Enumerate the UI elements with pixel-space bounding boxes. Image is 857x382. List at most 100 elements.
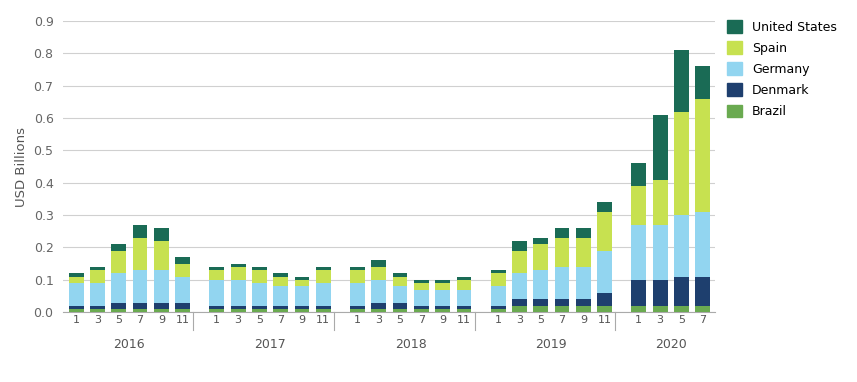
Text: 2019: 2019 [536, 338, 567, 351]
Bar [350, 306, 365, 309]
Bar [597, 251, 612, 293]
Bar [533, 244, 548, 270]
Bar [69, 283, 83, 306]
Bar [154, 241, 169, 270]
Bar [209, 280, 225, 306]
Bar [632, 186, 646, 225]
Bar [695, 212, 710, 277]
Bar [457, 306, 471, 309]
Bar [154, 270, 169, 303]
Bar [597, 306, 612, 312]
Bar [632, 163, 646, 186]
Bar [69, 277, 83, 283]
Bar [175, 277, 190, 303]
Bar [231, 267, 245, 280]
Bar [554, 228, 570, 238]
Bar [597, 202, 612, 212]
Bar [653, 115, 668, 180]
Bar [576, 306, 590, 312]
Bar [273, 306, 288, 309]
Bar [90, 309, 105, 312]
Bar [414, 280, 428, 283]
Bar [111, 309, 126, 312]
Bar [90, 270, 105, 283]
Bar [90, 283, 105, 306]
Bar [371, 267, 387, 280]
Bar [273, 309, 288, 312]
Bar [252, 270, 267, 283]
Bar [533, 238, 548, 244]
Bar [490, 274, 506, 286]
Bar [653, 306, 668, 312]
Bar [576, 299, 590, 306]
Bar [252, 267, 267, 270]
Bar [209, 267, 225, 270]
Bar [252, 306, 267, 309]
Bar [653, 225, 668, 280]
Bar [435, 306, 450, 309]
Bar [69, 274, 83, 277]
Bar [490, 286, 506, 306]
Bar [674, 215, 689, 277]
Bar [175, 309, 190, 312]
Bar [457, 309, 471, 312]
Bar [674, 277, 689, 306]
Bar [490, 306, 506, 309]
Bar [69, 309, 83, 312]
Bar [512, 299, 527, 306]
Bar [533, 299, 548, 306]
Bar [273, 274, 288, 277]
Bar [154, 228, 169, 241]
Bar [695, 306, 710, 312]
Bar [490, 309, 506, 312]
Bar [175, 264, 190, 277]
Bar [133, 270, 147, 303]
Bar [457, 290, 471, 306]
Bar [350, 270, 365, 283]
Bar [457, 280, 471, 290]
Bar [533, 270, 548, 299]
Bar [111, 274, 126, 303]
Bar [133, 238, 147, 270]
Bar [393, 309, 407, 312]
Bar [350, 309, 365, 312]
Bar [632, 280, 646, 306]
Bar [111, 244, 126, 251]
Bar [435, 280, 450, 283]
Bar [175, 257, 190, 264]
Bar [533, 306, 548, 312]
Bar [295, 286, 309, 306]
Bar [597, 293, 612, 306]
Bar [209, 306, 225, 309]
Text: 2020: 2020 [655, 338, 686, 351]
Bar [653, 180, 668, 225]
Bar [69, 306, 83, 309]
Bar [133, 303, 147, 309]
Bar [414, 290, 428, 306]
Bar [90, 267, 105, 270]
Bar [414, 306, 428, 309]
Bar [154, 303, 169, 309]
Bar [111, 303, 126, 309]
Bar [133, 309, 147, 312]
Bar [512, 306, 527, 312]
Bar [554, 238, 570, 267]
Bar [231, 280, 245, 306]
Bar [512, 274, 527, 299]
Bar [252, 309, 267, 312]
Bar [554, 267, 570, 299]
Bar [316, 267, 331, 270]
Y-axis label: USD Billions: USD Billions [15, 126, 28, 207]
Bar [316, 306, 331, 309]
Bar [273, 277, 288, 286]
Bar [371, 303, 387, 309]
Bar [674, 50, 689, 112]
Bar [576, 267, 590, 299]
Bar [576, 228, 590, 238]
Bar [133, 225, 147, 238]
Bar [435, 290, 450, 306]
Bar [632, 225, 646, 280]
Bar [273, 286, 288, 306]
Bar [554, 306, 570, 312]
Legend: United States, Spain, Germany, Denmark, Brazil: United States, Spain, Germany, Denmark, … [722, 15, 842, 123]
